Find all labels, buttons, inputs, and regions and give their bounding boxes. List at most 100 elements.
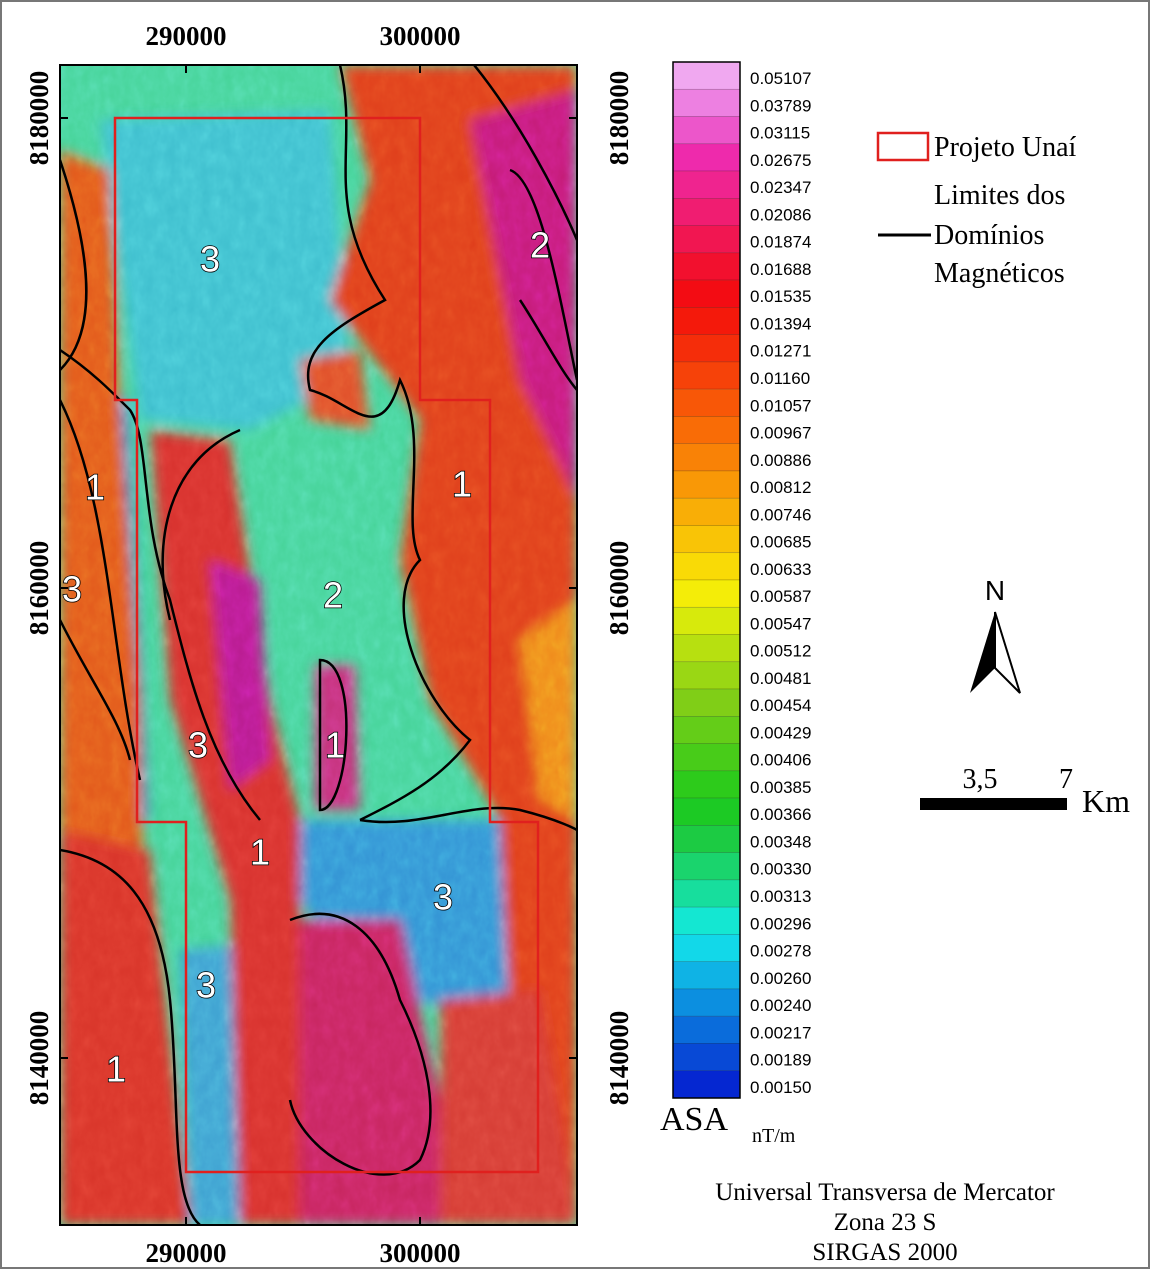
color-swatch [673, 280, 740, 307]
color-label: 0.00512 [750, 642, 811, 661]
color-label: 0.01394 [750, 314, 811, 333]
color-label: 0.01874 [750, 233, 811, 252]
color-swatch [673, 144, 740, 171]
projection: Zona 23 S [834, 1209, 937, 1236]
color-label: 0.02347 [750, 178, 811, 197]
scale-bar-label: 7 [1059, 764, 1073, 795]
map-figure: 321132311331 290000300000290000300000818… [0, 0, 1150, 1269]
color-label: 0.02086 [750, 205, 811, 224]
color-label: 0.00240 [750, 996, 811, 1015]
color-swatch [673, 498, 740, 525]
color-label: 0.00547 [750, 614, 811, 633]
color-swatch [673, 744, 740, 771]
y-coord-label: 8180000 [604, 71, 634, 166]
x-coord-label: 300000 [380, 21, 461, 51]
color-label: 0.00330 [750, 860, 811, 879]
scale-bar-unit: Km [1082, 783, 1130, 819]
color-label: 0.00454 [750, 696, 811, 715]
color-label: 0.00217 [750, 1023, 811, 1042]
y-coord-label: 8180000 [24, 71, 54, 166]
color-label: 0.01535 [750, 287, 811, 306]
color-label: 0.05107 [750, 69, 811, 88]
color-swatch [673, 444, 740, 471]
color-swatch [673, 635, 740, 662]
color-label: 0.00260 [750, 969, 811, 988]
x-coord-label: 290000 [146, 1238, 227, 1268]
color-label: 0.01057 [750, 396, 811, 415]
color-label: 0.03115 [750, 124, 810, 143]
color-swatch [673, 853, 740, 880]
domain-label: 2 [530, 225, 550, 266]
domain-label: 2 [323, 575, 343, 616]
y-coord-label: 8160000 [24, 541, 54, 636]
color-label: 0.00150 [750, 1078, 811, 1097]
color-swatch [673, 880, 740, 907]
color-label: 0.03789 [750, 96, 811, 115]
color-label: 0.00481 [750, 669, 811, 688]
color-label: 0.01688 [750, 260, 811, 279]
legend-boundary: Limites dos [934, 180, 1065, 211]
north-label: N [985, 575, 1005, 606]
color-swatch [673, 689, 740, 716]
legend-project: Projeto Unaí [934, 132, 1077, 163]
color-label: 0.00278 [750, 942, 811, 961]
color-swatch [673, 89, 740, 116]
color-label: 0.01271 [750, 342, 811, 361]
color-label: 0.02675 [750, 151, 811, 170]
color-label: 0.00366 [750, 805, 811, 824]
color-swatch [673, 962, 740, 989]
scale-bar-label: 3,5 [963, 764, 998, 795]
color-swatch [673, 771, 740, 798]
color-swatch [673, 825, 740, 852]
domain-label: 3 [62, 569, 82, 610]
domain-label: 3 [188, 725, 208, 766]
color-label: 0.00313 [750, 887, 811, 906]
color-swatch [673, 198, 740, 225]
color-swatch [673, 1071, 740, 1098]
domain-label: 1 [325, 725, 345, 766]
projection: Universal Transversa de Mercator [715, 1179, 1055, 1206]
scale-title: ASA [660, 1101, 728, 1138]
color-swatch [673, 934, 740, 961]
projection: SIRGAS 2000 [812, 1239, 957, 1266]
color-label: 0.00296 [750, 914, 811, 933]
color-swatch [673, 907, 740, 934]
color-swatch [673, 989, 740, 1016]
scale-unit: nT/m [752, 1125, 796, 1147]
color-label: 0.00406 [750, 751, 811, 770]
color-label: 0.00587 [750, 587, 811, 606]
color-swatch [673, 307, 740, 334]
color-label: 0.00189 [750, 1051, 811, 1070]
color-swatch [673, 662, 740, 689]
color-swatch [673, 716, 740, 743]
color-label: 0.00967 [750, 424, 811, 443]
domain-label: 1 [106, 1049, 126, 1090]
color-label: 0.00886 [750, 451, 811, 470]
legend-boundary: Magnéticos [934, 258, 1065, 289]
y-coord-label: 8140000 [24, 1011, 54, 1106]
color-swatch [673, 553, 740, 580]
domain-label: 1 [452, 464, 472, 505]
color-label: 0.00429 [750, 723, 811, 742]
color-swatch [673, 471, 740, 498]
domain-label: 3 [196, 965, 216, 1006]
color-label: 0.00746 [750, 505, 811, 524]
color-swatch [673, 171, 740, 198]
color-swatch [673, 253, 740, 280]
color-label: 0.00348 [750, 832, 811, 851]
color-swatch [673, 525, 740, 552]
color-label: 0.00685 [750, 533, 811, 552]
y-coord-label: 8140000 [604, 1011, 634, 1106]
color-label: 0.00385 [750, 778, 811, 797]
color-label: 0.00633 [750, 560, 811, 579]
color-swatch [673, 1043, 740, 1070]
color-swatch [673, 62, 740, 89]
x-coord-label: 300000 [380, 1238, 461, 1268]
color-swatch [673, 798, 740, 825]
legend-boundary: Domínios [934, 220, 1044, 251]
domain-label: 3 [200, 239, 220, 280]
color-label: 0.01160 [750, 369, 810, 388]
color-swatch [673, 416, 740, 443]
domain-label: 1 [250, 832, 270, 873]
